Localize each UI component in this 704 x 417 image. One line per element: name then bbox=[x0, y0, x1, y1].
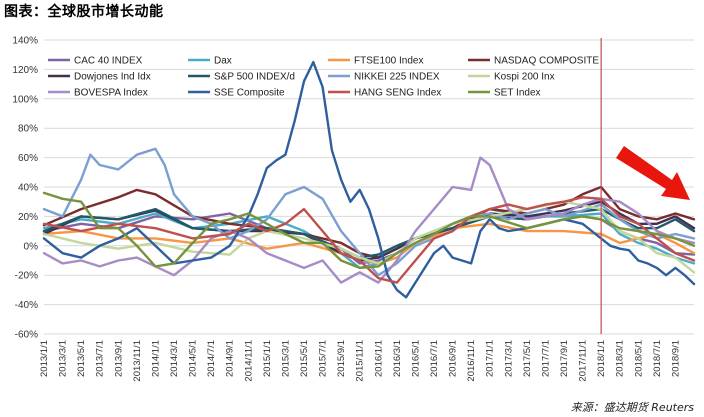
legend-label: SSE Composite bbox=[214, 88, 285, 99]
x-tick-label: 2017/1/1 bbox=[485, 340, 496, 377]
series-line bbox=[42, 222, 696, 265]
y-tick-label: 100% bbox=[12, 94, 38, 105]
chart-title: 图表：全球股市增长动能 bbox=[4, 4, 164, 20]
x-tick-label: 2015/5/1 bbox=[299, 340, 310, 377]
legend-label: S&P 500 INDEX/d bbox=[214, 72, 295, 83]
x-tick-label: 2018/7/1 bbox=[652, 340, 663, 377]
y-tick-label: -40% bbox=[15, 300, 38, 311]
x-tick-label: 2018/9/1 bbox=[670, 340, 681, 377]
legend-label: BOVESPA Index bbox=[74, 88, 148, 99]
y-tick-label: 80% bbox=[18, 124, 38, 135]
x-tick-label: 2016/5/1 bbox=[410, 340, 421, 377]
x-tick-label: 2013/11/1 bbox=[132, 340, 143, 382]
legend-label: FTSE100 Index bbox=[354, 56, 423, 67]
y-tick-label: 140% bbox=[12, 36, 38, 47]
legend-label: NASDAQ COMPOSITE bbox=[494, 56, 599, 67]
legend-label: SET Index bbox=[494, 88, 541, 99]
source-note: 来源：盛达期货 Reuters bbox=[570, 401, 694, 414]
y-tick-label: 60% bbox=[18, 153, 38, 164]
x-tick-label: 2018/1/1 bbox=[596, 340, 607, 377]
y-tick-label: 40% bbox=[18, 183, 38, 194]
legend-label: Kospi 200 Inx bbox=[494, 72, 555, 83]
x-tick-label: 2017/9/1 bbox=[559, 340, 570, 377]
x-tick-label: 2015/1/1 bbox=[262, 340, 273, 377]
x-tick-label: 2015/9/1 bbox=[336, 340, 347, 377]
y-tick-label: 20% bbox=[18, 212, 38, 223]
x-tick-label: 2015/7/1 bbox=[318, 340, 329, 377]
x-tick-label: 2016/11/1 bbox=[466, 340, 477, 382]
y-tick-label: -20% bbox=[15, 271, 38, 282]
x-tick-label: 2013/3/1 bbox=[58, 340, 69, 377]
x-tick-label: 2013/7/1 bbox=[95, 340, 106, 377]
x-tick-label: 2017/5/1 bbox=[522, 340, 533, 377]
y-tick-label: 0% bbox=[24, 241, 39, 252]
series-line bbox=[42, 147, 696, 277]
y-tick-label: -60% bbox=[15, 330, 38, 341]
x-tick-label: 2018/3/1 bbox=[615, 340, 626, 377]
x-tick-label: 2014/5/1 bbox=[188, 340, 199, 377]
x-tick-label: 2013/9/1 bbox=[113, 340, 124, 377]
x-tick-label: 2014/3/1 bbox=[169, 340, 180, 377]
x-tick-label: 2017/3/1 bbox=[503, 340, 514, 377]
legend-label: NIKKEI 225 INDEX bbox=[354, 72, 440, 83]
trend-arrow bbox=[616, 146, 690, 200]
x-tick-label: 2016/3/1 bbox=[392, 340, 403, 377]
y-tick-label: 120% bbox=[12, 65, 38, 76]
x-tick-label: 2016/1/1 bbox=[373, 340, 384, 377]
x-tick-label: 2013/1/1 bbox=[39, 340, 50, 377]
x-tick-label: 2014/1/1 bbox=[150, 340, 161, 377]
legend-label: Dax bbox=[214, 56, 232, 67]
x-tick-label: 2013/5/1 bbox=[76, 340, 87, 377]
x-tick-label: 2018/5/1 bbox=[633, 340, 644, 377]
x-tick-label: 2016/7/1 bbox=[429, 340, 440, 377]
x-tick-label: 2014/11/1 bbox=[243, 340, 254, 382]
x-tick-label: 2017/7/1 bbox=[540, 340, 551, 377]
x-tick-label: 2014/9/1 bbox=[225, 340, 236, 377]
x-tick-label: 2014/7/1 bbox=[206, 340, 217, 377]
legend-label: CAC 40 INDEX bbox=[74, 56, 143, 67]
x-tick-label: 2017/11/1 bbox=[578, 340, 589, 382]
legend-label: Dowjones Ind Idx bbox=[74, 72, 151, 83]
x-tick-label: 2016/9/1 bbox=[448, 340, 459, 377]
legend-label: HANG SENG Index bbox=[354, 88, 441, 99]
series-line bbox=[42, 191, 696, 270]
x-tick-label: 2015/11/1 bbox=[355, 340, 366, 382]
x-tick-label: 2015/3/1 bbox=[280, 340, 291, 377]
